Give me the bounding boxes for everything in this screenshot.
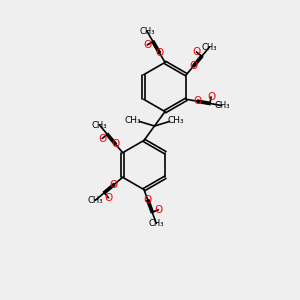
- Text: O: O: [193, 47, 201, 57]
- Text: CH₃: CH₃: [87, 196, 103, 205]
- Text: CH₃: CH₃: [148, 219, 164, 228]
- Text: O: O: [110, 180, 118, 190]
- Text: O: O: [154, 205, 163, 215]
- Text: CH₃: CH₃: [202, 43, 217, 52]
- Text: O: O: [104, 193, 113, 203]
- Text: CH₃: CH₃: [124, 116, 141, 125]
- Text: O: O: [111, 139, 119, 149]
- Text: O: O: [207, 92, 215, 102]
- Text: O: O: [143, 40, 152, 50]
- Text: CH₃: CH₃: [168, 116, 184, 125]
- Text: O: O: [194, 96, 202, 106]
- Text: CH₃: CH₃: [92, 121, 107, 130]
- Text: O: O: [155, 47, 164, 58]
- Text: O: O: [98, 134, 106, 144]
- Text: CH₃: CH₃: [139, 27, 155, 36]
- Text: O: O: [190, 61, 198, 71]
- Text: O: O: [144, 195, 152, 205]
- Text: CH₃: CH₃: [214, 101, 230, 110]
